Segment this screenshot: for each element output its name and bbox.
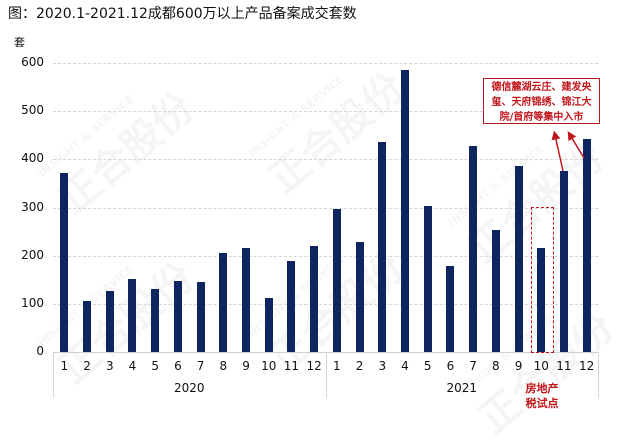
tax-label-line: 房地产 [525,382,559,395]
y-tick-label: 0 [36,344,44,358]
x-tick-label: 3 [378,359,387,373]
gridline [53,159,598,161]
bar-2020-9 [242,247,251,352]
x-tick-label: 12 [579,359,595,373]
tax-label-line: 税试点 [525,397,559,410]
y-tick-label: 300 [21,199,44,214]
x-tick-label: 8 [219,359,228,373]
annotation-line: 玺、天府锦绣、锦江大 [491,97,592,108]
x-tick-label: 3 [105,359,114,373]
x-tick-label: 4 [128,359,137,373]
x-tick-label: 11 [556,359,572,373]
y-tick-label: 200 [21,247,44,262]
bar-2020-7 [196,282,205,352]
bar-2020-2 [83,300,92,352]
chart-title: 图：2020.1-2021.12成都600万以上产品备案成交套数 [8,6,357,22]
bar-2021-2 [355,242,364,352]
x-tick-label: 9 [514,359,523,373]
x-tick-label: 2 [83,359,91,373]
x-tick-label: 2 [355,359,364,373]
bar-2020-6 [173,281,182,352]
x-tick-label: 10 [533,359,549,373]
bar-2021-5 [423,206,432,352]
annotation-box: 德信麓湖云庄、建发央 玺、天府锦绣、锦江大 院/首府等集中入市 [483,78,600,124]
bar-2020-3 [105,290,114,352]
bar-2020-11 [287,261,296,352]
bar-2021-7 [469,146,478,352]
bar-2021-1 [332,208,341,352]
arrow-icon [567,131,585,159]
x-tick-label: 4 [401,359,409,373]
annotation-arrows [551,130,585,172]
gridline [53,63,598,64]
bar-2021-10 [537,247,546,352]
bar-2021-6 [446,266,455,352]
x-tick-label: 12 [306,359,322,373]
y-tick-label: 600 [21,55,44,69]
bar-2020-5 [151,288,160,352]
bar-2020-1 [60,173,69,352]
bar-2020-8 [219,253,228,352]
bar-2021-3 [378,141,387,352]
x-group-label: 2021 [446,381,478,395]
x-tick-label: 5 [151,359,159,373]
bar-2020-4 [128,278,137,352]
bar-2021-12 [582,139,591,352]
tax-pilot-label: 房地产 税试点 [520,381,564,411]
gridline [53,303,598,305]
gridline [53,111,598,113]
x-tick-label: 8 [491,359,500,373]
x-group-divider [325,352,327,398]
y-tick-label: 400 [21,151,44,166]
x-tick-label: 7 [469,359,477,373]
arrow-icon [551,130,564,172]
gridline [53,255,598,257]
y-tick-label: 100 [21,295,44,310]
bar-2021-8 [491,230,500,352]
x-tick-label: 5 [423,359,432,373]
x-tick-label: 1 [333,359,341,373]
x-tick-label: 1 [60,359,69,373]
highlight-box-2021-10 [531,207,554,353]
x-tick-label: 10 [261,359,277,373]
x-group-label: 2020 [173,381,205,395]
annotation-line: 德信麓湖云庄、建发央 [491,82,592,93]
annotation-line: 院/首府等集中入市 [499,112,584,123]
x-tick-label: 7 [196,359,205,373]
bar-2020-12 [310,246,319,352]
x-tick-label: 11 [283,359,300,373]
x-tick-label: 9 [242,359,250,373]
bar-2021-9 [514,166,523,352]
x-tick-label: 6 [174,359,182,373]
y-axis-unit: 套 [14,36,25,49]
gridline [53,207,598,209]
x-tick-label: 6 [446,359,455,373]
x-group-divider [598,352,599,398]
bar-2021-11 [559,171,568,352]
x-group-divider [53,352,54,398]
y-tick-label: 500 [21,103,44,118]
bar-2020-10 [264,298,273,352]
bar-2021-4 [400,70,409,352]
